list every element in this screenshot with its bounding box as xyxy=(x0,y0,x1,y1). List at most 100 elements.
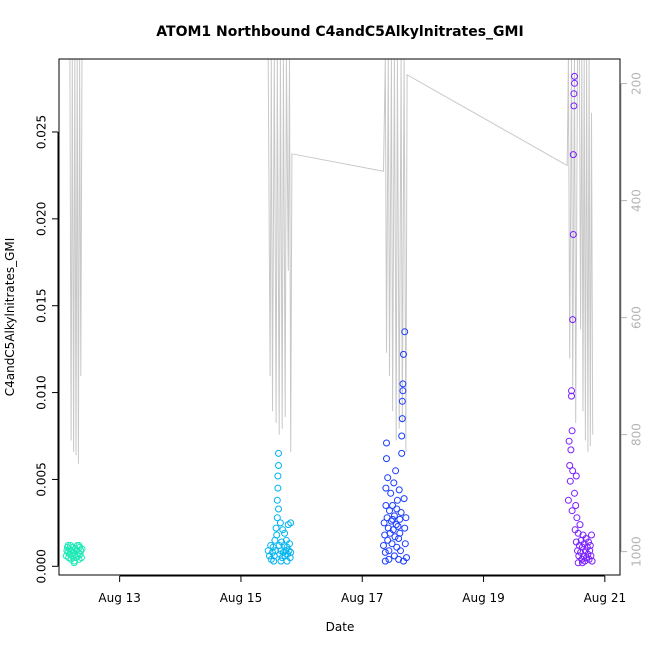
data-point-series-0 xyxy=(70,559,78,567)
data-point-series-3 xyxy=(564,496,572,504)
data-point-series-2 xyxy=(399,387,407,395)
data-point-series-3 xyxy=(565,437,573,445)
data-point-series-1 xyxy=(287,519,295,527)
data-point-series-1 xyxy=(273,531,281,539)
data-point-series-2 xyxy=(387,489,395,497)
data-point-series-1 xyxy=(275,462,282,469)
data-point-series-3 xyxy=(569,467,577,475)
y-tick-label: 0.000 xyxy=(35,549,49,583)
data-point-series-3 xyxy=(574,559,582,567)
x-axis-label: Date xyxy=(326,620,355,634)
x-tick-label: Aug 19 xyxy=(462,591,505,605)
data-point-series-2 xyxy=(381,557,389,565)
y2-tick-label: 200 xyxy=(630,72,644,95)
data-point-series-2 xyxy=(390,479,398,487)
y-axis-label: C4andC5Alkylnitrates_GMI xyxy=(3,238,17,397)
y2-tick-label: 800 xyxy=(630,423,644,446)
data-point-series-2 xyxy=(392,467,400,475)
data-point-series-0 xyxy=(64,542,72,549)
data-point-series-2 xyxy=(401,524,409,532)
data-point-series-3 xyxy=(572,502,580,509)
data-point-series-2 xyxy=(395,535,403,542)
data-point-series-1 xyxy=(277,557,285,565)
data-point-series-0 xyxy=(75,542,83,549)
data-point-series-2 xyxy=(396,515,404,523)
y-tick-label: 0.010 xyxy=(35,375,49,409)
data-point-series-3 xyxy=(571,79,578,87)
data-point-series-2 xyxy=(400,557,407,565)
data-point-series-2 xyxy=(385,555,393,563)
data-point-series-2 xyxy=(382,484,390,492)
data-point-series-2 xyxy=(394,522,402,530)
y2-tick-label: 1000 xyxy=(630,536,644,567)
y-tick-label: 0.020 xyxy=(35,202,49,236)
x-tick-label: Aug 21 xyxy=(584,591,627,605)
data-point-series-3 xyxy=(572,472,580,480)
data-point-series-1 xyxy=(273,496,281,504)
data-point-series-3 xyxy=(568,507,576,515)
data-point-series-2 xyxy=(384,536,392,544)
data-point-series-3 xyxy=(568,387,575,395)
data-point-series-2 xyxy=(391,533,399,541)
data-point-series-3 xyxy=(566,462,574,469)
data-point-series-2 xyxy=(398,397,406,405)
data-point-series-2 xyxy=(381,548,389,556)
data-point-series-2 xyxy=(393,496,401,504)
data-point-series-2 xyxy=(389,526,397,534)
chart-title: ATOM1 Northbound C4andC5Alkylnitrates_GM… xyxy=(156,24,523,40)
data-point-series-3 xyxy=(569,316,577,324)
data-point-series-2 xyxy=(401,540,409,548)
data-point-series-3 xyxy=(569,151,577,159)
data-point-series-1 xyxy=(285,547,293,555)
x-tick-label: Aug 13 xyxy=(98,591,141,605)
data-point-series-2 xyxy=(398,432,406,440)
data-point-series-3 xyxy=(566,477,574,485)
data-point-series-2 xyxy=(400,350,407,358)
data-point-series-3 xyxy=(567,446,575,454)
data-point-series-2 xyxy=(390,552,398,560)
data-point-series-2 xyxy=(401,328,409,336)
data-point-series-1 xyxy=(283,557,291,565)
data-point-series-3 xyxy=(586,542,594,549)
data-point-series-3 xyxy=(586,547,594,555)
data-point-series-2 xyxy=(397,509,405,516)
data-point-series-2 xyxy=(383,439,390,447)
data-point-series-3 xyxy=(574,529,582,537)
data-point-series-2 xyxy=(399,380,407,388)
data-point-series-3 xyxy=(570,90,578,98)
x-tick-label: Aug 17 xyxy=(341,591,384,605)
data-point-series-3 xyxy=(568,427,576,435)
y-tick-label: 0.015 xyxy=(35,289,49,323)
data-point-series-2 xyxy=(390,512,398,520)
data-point-series-3 xyxy=(578,559,586,567)
data-point-series-2 xyxy=(380,519,388,527)
data-point-series-1 xyxy=(274,484,282,492)
data-point-series-2 xyxy=(398,415,406,423)
y2-tick-label: 400 xyxy=(630,189,644,212)
data-point-series-3 xyxy=(585,538,592,546)
data-point-series-1 xyxy=(273,514,281,522)
data-point-series-2 xyxy=(398,449,406,457)
data-point-series-1 xyxy=(274,472,282,480)
data-point-series-3 xyxy=(588,531,595,539)
data-point-series-2 xyxy=(386,507,393,515)
axes-layer: Aug 13 Aug 15 Aug 17 Aug 19 Aug 21 0.000 0.005… xyxy=(35,72,644,605)
data-point-series-2 xyxy=(402,514,410,522)
data-point-series-1 xyxy=(282,547,290,555)
data-point-series-2 xyxy=(380,542,387,549)
data-point-series-2 xyxy=(400,495,408,503)
pressure-line-layer xyxy=(69,58,594,464)
data-point-series-3 xyxy=(576,521,584,529)
data-point-series-1 xyxy=(269,543,277,551)
data-point-series-2 xyxy=(393,505,401,513)
data-point-series-2 xyxy=(388,540,396,548)
y2-tick-label: 600 xyxy=(630,306,644,329)
data-point-series-2 xyxy=(389,502,397,509)
data-point-series-2 xyxy=(387,517,395,525)
pressure-line xyxy=(69,58,594,464)
data-point-series-0 xyxy=(77,554,85,562)
data-point-series-1 xyxy=(281,529,289,537)
x-tick-label: Aug 15 xyxy=(220,591,263,605)
data-point-series-3 xyxy=(588,557,596,565)
